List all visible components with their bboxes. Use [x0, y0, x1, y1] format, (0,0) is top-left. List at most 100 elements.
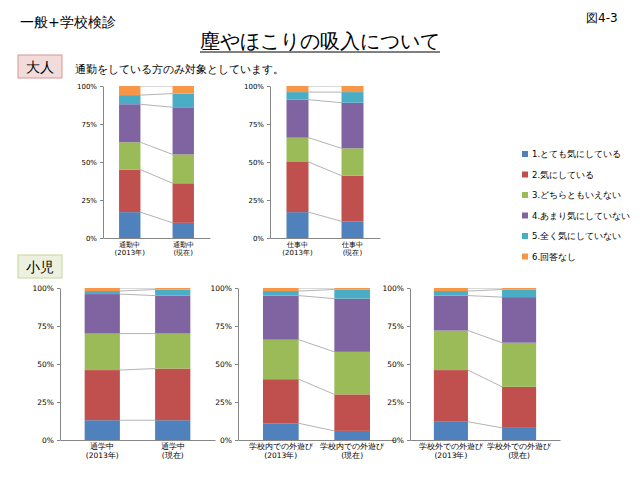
y-tick-mark	[57, 326, 60, 327]
y-tick-mark	[267, 124, 270, 125]
bars: 1.とても気にしている1.とても気にしている2.気にしている2.気にしている3.…	[263, 288, 370, 440]
bar-segment: 5.全く気にしていない	[342, 92, 364, 103]
bar-segment: 4.あまり気にしていない	[434, 296, 468, 331]
bar-segment: 2.気にしている	[434, 370, 468, 422]
y-tick: 25%	[81, 197, 103, 205]
legend-swatch	[522, 172, 528, 178]
y-axis-line	[410, 289, 411, 441]
x-axis: 通学中(2013年) 通学中(現在)	[61, 440, 216, 460]
legend-label: 2.気にしている	[532, 170, 594, 180]
y-tick: 25%	[248, 197, 270, 205]
legend-swatch	[522, 151, 528, 157]
x-tick-label-line: (現在)	[162, 451, 184, 460]
figure-number: 図4-3	[586, 11, 618, 25]
bar-segment: 2.気にしている	[263, 379, 299, 423]
y-tick: 75%	[248, 121, 270, 129]
legend-swatch	[522, 192, 528, 198]
x-tick-label-line: 通勤中	[119, 241, 140, 249]
bar-segment: 2.気にしている	[342, 176, 364, 222]
section-label: 小児	[26, 259, 54, 275]
y-tick-mark	[267, 200, 270, 201]
bar-segment: 5.全く気にしていない	[334, 290, 370, 299]
y-tick-label: 25%	[37, 398, 54, 407]
y-tick-label: 50%	[248, 159, 264, 167]
chart: 0%25%50%75%100%1.とても気にしている1.とても気にしている2.気…	[244, 83, 381, 257]
bar-segment: 1.とても気にしている	[287, 212, 309, 238]
legend-swatch	[522, 233, 528, 239]
x-tick-label: 通勤中(2013年)	[115, 241, 146, 257]
bar-segment: 2.気にしている	[173, 183, 194, 223]
bar-segment: 2.気にしている	[119, 170, 140, 213]
y-tick-label: 25%	[387, 398, 404, 407]
y-tick: 25%	[37, 398, 60, 407]
series-line	[140, 94, 172, 96]
y-tick-label: 0%	[392, 436, 404, 445]
legend-label: 6.回答なし	[532, 252, 576, 262]
x-tick-label: 仕事中(現在)	[341, 241, 363, 257]
x-tick: 仕事中(現在)	[341, 238, 363, 257]
y-tick: 100%	[211, 284, 238, 293]
bar-segment: 2.気にしている	[334, 394, 370, 430]
x-tick: 学校内での外遊び(2013年)	[249, 440, 314, 460]
series-line	[468, 288, 502, 289]
legend-label: 3.どちらともいえない	[532, 190, 621, 200]
y-tick-label: 75%	[248, 121, 264, 129]
section-label: 大人	[26, 59, 54, 75]
y-tick: 100%	[383, 284, 410, 293]
y-tick: 75%	[215, 322, 238, 331]
y-tick: 0%	[392, 436, 410, 445]
bars: 1.とても気にしている1.とても気にしている2.気にしている2.気にしている3.…	[434, 288, 536, 440]
bar-segment: 5.全く気にしていない	[155, 290, 190, 296]
bar-segment: 3.どちらともいえない	[85, 334, 120, 370]
bar-segment: 6.回答なし	[434, 288, 468, 291]
y-tick: 50%	[248, 159, 270, 167]
y-tick-mark	[100, 124, 103, 125]
x-tick: 通勤中(現在)	[173, 238, 194, 257]
bar-segment: 3.どちらともいえない	[287, 138, 309, 162]
y-tick-mark	[57, 440, 60, 441]
y-axis: 0%25%50%75%100%	[244, 83, 271, 243]
x-tick-label-line: 仕事中	[286, 241, 308, 249]
bar-segment: 6.回答なし	[173, 86, 194, 94]
bars: 1.とても気にしている1.とても気にしている2.気にしている2.気にしている3.…	[287, 86, 364, 238]
x-tick: 仕事中(2013年)	[282, 238, 313, 257]
y-tick-mark	[267, 238, 270, 239]
bar-segment: 6.回答なし	[287, 86, 309, 92]
bar-segment: 1.とても気にしている	[334, 431, 370, 440]
y-tick-mark	[407, 402, 410, 403]
x-tick-label-line: (現在)	[343, 249, 363, 257]
bar-segment: 4.あまり気にしていない	[334, 299, 370, 352]
x-tick-label-line: (2013年)	[264, 451, 297, 460]
y-tick-mark	[407, 288, 410, 289]
bars: 1.とても気にしている1.とても気にしている2.気にしている2.気にしている3.…	[119, 86, 194, 238]
x-tick-label: 通学中(現在)	[161, 442, 185, 460]
series-line	[120, 333, 155, 334]
bars: 1.とても気にしている1.とても気にしている2.気にしている2.気にしている3.…	[85, 288, 191, 440]
x-tick-label: 通学中(2013年)	[86, 442, 119, 460]
y-tick: 0%	[86, 235, 103, 243]
series-line	[120, 290, 155, 292]
x-axis: 学校内での外遊び(2013年)学校内での外遊び(現在)	[239, 440, 396, 460]
chart: 0%25%50%75%100%1.とても気にしている1.とても気にしている2.気…	[77, 83, 211, 257]
x-tick: 通勤中(2013年)	[115, 238, 146, 257]
x-tick: 学校外での外遊び(現在)	[487, 440, 552, 460]
chart: 0%25%50%75%100%1.とても気にしている1.とても気にしている2.気…	[33, 284, 216, 460]
series-line	[140, 86, 172, 87]
section-note: 通勤をしている方のみ対象としています。	[75, 63, 284, 76]
bar-segment: 4.あまり気にしていない	[85, 294, 120, 334]
x-tick-label-line: (現在)	[508, 451, 530, 460]
bar-segment: 5.全く気にしていない	[173, 94, 194, 108]
bar-segment: 6.回答なし	[334, 288, 370, 290]
bar-segment: 6.回答なし	[119, 86, 140, 95]
bar-segment: 5.全く気にしていない	[85, 291, 120, 294]
y-tick-mark	[267, 86, 270, 87]
series-line	[309, 212, 342, 221]
series-line	[140, 170, 172, 184]
x-tick-label: 学校内での外遊び(2013年)	[249, 442, 314, 460]
bar-segment: 6.回答なし	[502, 288, 536, 290]
bar-segment: 1.とても気にしている	[155, 420, 190, 440]
x-tick-label: 学校外での外遊び(現在)	[487, 442, 552, 460]
y-tick-label: 50%	[81, 159, 97, 167]
y-tick-label: 50%	[37, 360, 54, 369]
bar-segment: 4.あまり気にしていない	[263, 296, 299, 340]
